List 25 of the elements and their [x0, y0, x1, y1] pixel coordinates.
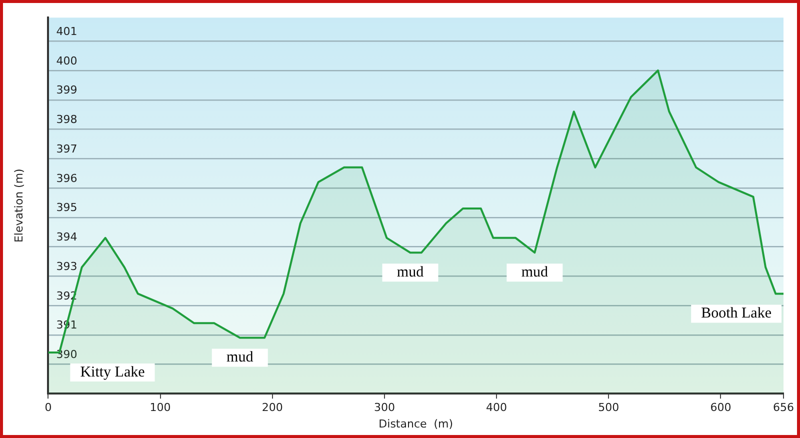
y-tick-label: 398	[56, 113, 78, 126]
x-tick-label: 100	[150, 401, 171, 414]
x-tick-label: 656	[773, 401, 794, 414]
y-tick-label: 401	[56, 24, 78, 38]
y-tick-label: 395	[56, 201, 78, 214]
x-tick-label: 400	[486, 401, 508, 414]
y-tick-label: 400	[56, 54, 78, 68]
x-tick-label: 600	[710, 401, 732, 414]
annotation: Booth Lake	[701, 306, 772, 322]
y-axis-title: Elevation (m)	[12, 168, 26, 243]
x-tick-label: 500	[598, 401, 620, 414]
x-tick-label: 200	[262, 401, 283, 414]
y-tick-label: 399	[56, 84, 78, 97]
annotation: mud	[396, 264, 424, 281]
annotation: Kitty Lake	[80, 364, 146, 380]
x-axis-title: Distance (m)	[378, 417, 454, 430]
y-tick-label: 390	[56, 348, 78, 362]
y-tick-label: 393	[56, 260, 78, 273]
y-tick-label: 394	[56, 230, 78, 244]
x-tick-label: 300	[374, 401, 395, 414]
y-tick-label: 396	[56, 172, 78, 185]
annotation: mud	[226, 350, 254, 366]
annotation: mud	[521, 264, 548, 281]
x-tick-label: 0	[44, 401, 52, 414]
y-tick-label: 397	[56, 142, 78, 156]
